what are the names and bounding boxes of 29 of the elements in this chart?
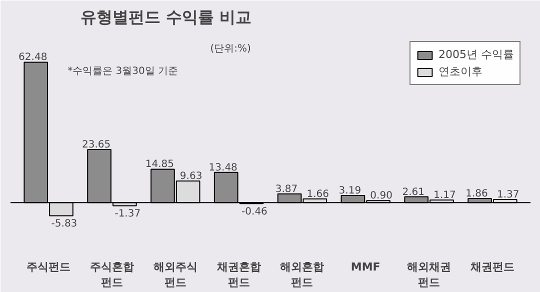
data-label: 2.61: [402, 186, 424, 198]
data-label: -0.46: [242, 206, 268, 218]
x-tick-label: 채권혼합 펀드: [216, 260, 261, 290]
legend-label: 연초이후: [438, 64, 482, 79]
x-tick-label: 채권펀드: [469, 260, 514, 274]
data-label: -1.37: [114, 208, 141, 220]
data-label: 62.48: [18, 52, 48, 64]
legend-label: 2005년 수익률: [438, 47, 514, 62]
x-tick-label: 주식펀드: [26, 260, 71, 274]
data-label: 1.86: [466, 188, 488, 200]
data-label: 13.48: [208, 162, 238, 174]
chart-title: 유형별펀드 수익률 비교: [80, 8, 252, 26]
data-label: 14.85: [145, 159, 174, 170]
chart-subtitle: (단위:%): [210, 44, 252, 54]
annotation: *수익률은 3월30일 기준: [68, 66, 178, 78]
data-label: 3.19: [338, 185, 362, 196]
x-tick-label: 주식혼합 펀드: [90, 260, 134, 290]
x-tick-label: 해외혼합 펀드: [280, 260, 324, 290]
data-label: 23.65: [82, 139, 111, 150]
x-tick-label: 해외채권 펀드: [407, 260, 452, 290]
data-label: 9.63: [180, 170, 202, 182]
data-label: -5.83: [51, 218, 78, 230]
data-label: 3.87: [275, 184, 298, 195]
x-tick-label: MMF: [350, 260, 380, 274]
data-label: 1.37: [497, 190, 520, 201]
x-tick-label: 해외주식 펀드: [153, 260, 198, 290]
data-label: 1.17: [434, 190, 456, 201]
data-label: 1.66: [306, 188, 330, 200]
data-label: 0.90: [370, 190, 392, 202]
